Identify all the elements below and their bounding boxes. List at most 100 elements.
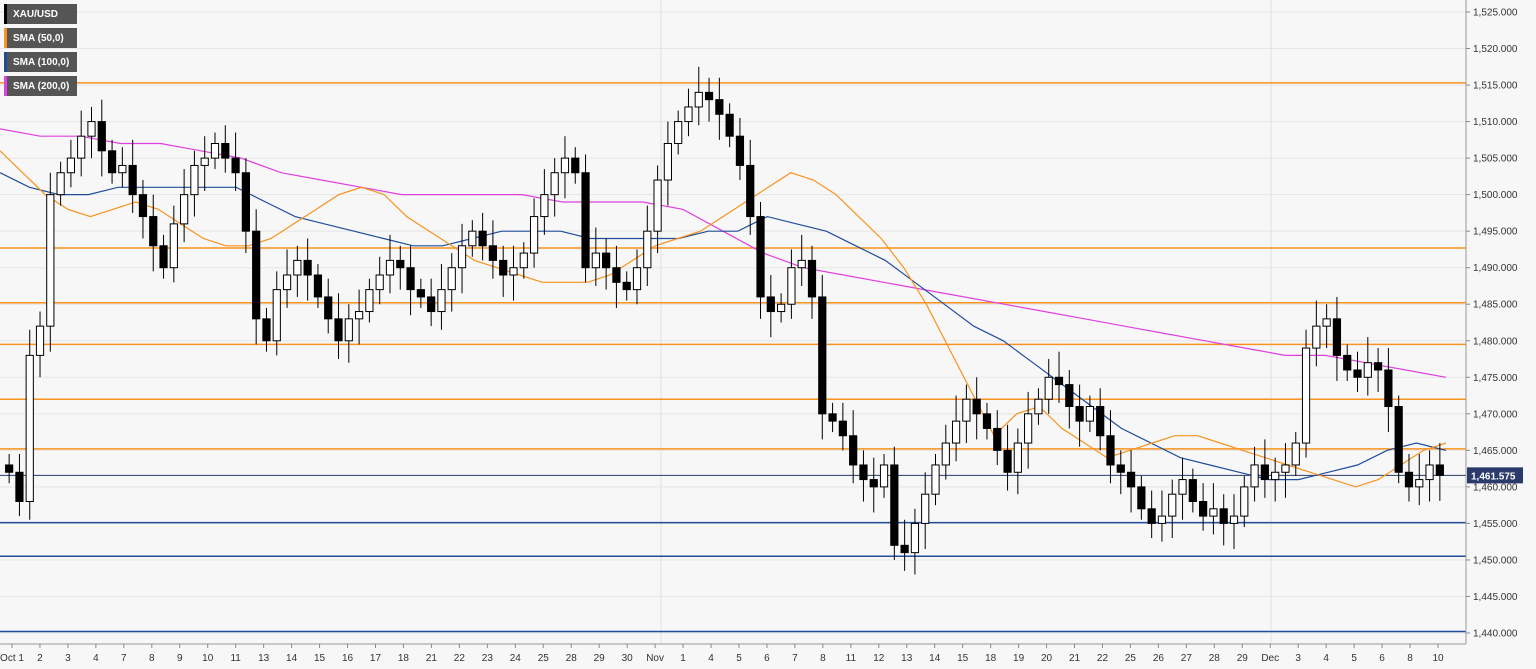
candle: [56, 161, 65, 206]
legend: XAU/USD SMA (50,0) SMA (100,0) SMA (200,0): [4, 4, 78, 96]
candle: [1126, 450, 1136, 513]
legend-item[interactable]: SMA (50,0): [4, 28, 78, 48]
candle-body-down: [1003, 449, 1012, 473]
candle-body-up: [777, 303, 786, 313]
candle: [982, 402, 992, 440]
x-tick-label: 15: [957, 653, 969, 664]
candle-body-up: [674, 121, 683, 145]
candle-body-down: [602, 252, 611, 269]
candle-body-down: [499, 259, 508, 276]
candle-body-up: [1363, 362, 1372, 378]
candle-body-down: [324, 296, 333, 320]
candle-body-down: [869, 479, 878, 488]
candle-body-down: [1188, 479, 1197, 502]
candle-body-down: [221, 143, 230, 159]
candle-body-up: [180, 194, 189, 225]
candle-body-up: [509, 267, 518, 276]
x-tick-label: Nov: [646, 653, 664, 664]
candle: [1353, 351, 1362, 392]
candle-body-down: [241, 172, 250, 232]
candle-body-down: [1373, 362, 1383, 371]
candle: [447, 253, 456, 312]
candle-body-up: [797, 259, 806, 269]
candle: [1404, 454, 1414, 502]
candle: [1157, 490, 1167, 542]
candle: [1281, 443, 1290, 498]
candle: [529, 198, 539, 268]
x-tick-label: 2: [37, 653, 43, 664]
candle: [1199, 483, 1208, 531]
candle: [128, 139, 137, 213]
x-tick-label: 10: [1432, 653, 1444, 664]
candle: [859, 450, 868, 502]
candle-body-up: [1178, 479, 1187, 495]
candle-body-down: [1137, 486, 1146, 510]
legend-item[interactable]: XAU/USD: [4, 4, 78, 24]
candle-body-up: [46, 194, 55, 327]
candle-body-down: [1106, 435, 1115, 466]
candle: [1332, 296, 1342, 381]
y-tick-label: 1,450.000: [1473, 555, 1518, 566]
candle: [1147, 490, 1156, 539]
candle-body-down: [1435, 464, 1444, 476]
candle: [869, 457, 878, 513]
candle: [1373, 348, 1383, 392]
x-tick-label: 4: [93, 653, 99, 664]
legend-item[interactable]: SMA (200,0): [4, 76, 78, 96]
candle: [643, 205, 652, 286]
candle: [303, 238, 312, 301]
candle-body-up: [1250, 464, 1259, 488]
candle: [962, 384, 971, 444]
candle-body-down: [107, 150, 117, 174]
candle-body-down: [478, 230, 487, 247]
candle-body-up: [56, 172, 65, 196]
y-tick-label: 1,490.000: [1473, 263, 1518, 274]
candle: [499, 245, 508, 297]
x-tick-label: 13: [901, 653, 913, 664]
x-tick-label: 29: [1237, 653, 1249, 664]
candle-body-up: [632, 267, 642, 291]
candle: [540, 169, 549, 235]
candle-body-down: [334, 318, 343, 342]
x-tick-label: 21: [426, 653, 438, 664]
candle-body-up: [468, 230, 477, 247]
candle: [735, 117, 745, 181]
candle: [1065, 369, 1074, 429]
x-tick-label: 22: [1097, 653, 1109, 664]
candle-body-down: [993, 427, 1002, 451]
y-tick-label: 1,515.000: [1473, 81, 1518, 92]
candle-body-down: [1332, 318, 1342, 356]
candle: [550, 158, 559, 217]
candle: [87, 106, 96, 159]
candle-body-up: [1229, 515, 1239, 524]
candle-body-up: [1209, 508, 1218, 517]
candle-body-down: [735, 135, 745, 166]
x-tick-label: 22: [454, 653, 466, 664]
candle: [1168, 479, 1177, 539]
candle-body-up: [1291, 442, 1300, 466]
candle-body-down: [890, 464, 899, 546]
candle-body-up: [787, 267, 796, 305]
candle: [787, 249, 796, 319]
candle: [478, 212, 487, 261]
candle-body-up: [591, 252, 600, 269]
y-tick-label: 1,470.000: [1473, 409, 1518, 420]
candle-body-down: [1096, 406, 1105, 437]
x-tick-label: 13: [258, 653, 270, 664]
candle: [457, 223, 467, 294]
legend-item[interactable]: SMA (100,0): [4, 52, 78, 72]
candle: [1116, 450, 1125, 495]
candle: [818, 275, 827, 440]
candle: [231, 132, 240, 191]
candle: [890, 446, 899, 560]
legend-swatch: [4, 76, 7, 96]
candle-body-up: [550, 172, 559, 196]
candle-body-down: [756, 216, 765, 298]
candle: [1291, 432, 1300, 476]
candle-body-up: [643, 230, 652, 269]
candle: [674, 110, 683, 155]
candle: [1106, 410, 1115, 484]
candle: [1271, 457, 1280, 502]
candle-body-up: [663, 143, 672, 181]
